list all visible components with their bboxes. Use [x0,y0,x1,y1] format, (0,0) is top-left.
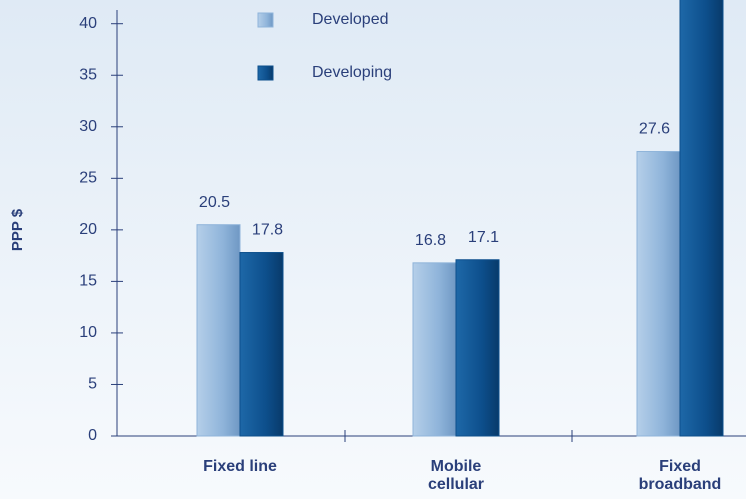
y-tick-label: 10 [79,324,97,341]
value-label: 16.8 [415,232,446,249]
y-tick-label: 0 [88,427,97,444]
x-tick-label: Fixed line [203,458,277,475]
bar [679,0,724,437]
bar [455,259,500,437]
x-tick-label: Mobile cellular [427,458,485,493]
legend-label: Developed [312,11,389,28]
y-tick-label: 30 [79,118,97,135]
y-tick-label: 15 [79,273,97,290]
bar [636,151,681,437]
bar [412,262,457,437]
legend-label: Developing [312,64,392,81]
y-axis-label: PPP $ [9,208,26,251]
value-label: 20.5 [199,194,230,211]
y-tick-label: 35 [79,66,97,83]
value-label: 17.8 [252,222,283,239]
bar [196,224,241,437]
bar [239,252,284,437]
value-label: 27.6 [639,121,670,138]
legend-swatch [257,12,274,28]
y-tick-label: 20 [79,221,97,238]
x-tick-label: Fixed broadband [638,458,722,493]
y-tick-label: 25 [79,170,97,187]
y-tick-label: 5 [88,376,97,393]
value-label: 17.1 [468,229,499,246]
y-tick-label: 40 [79,15,97,32]
legend-swatch [257,65,274,81]
